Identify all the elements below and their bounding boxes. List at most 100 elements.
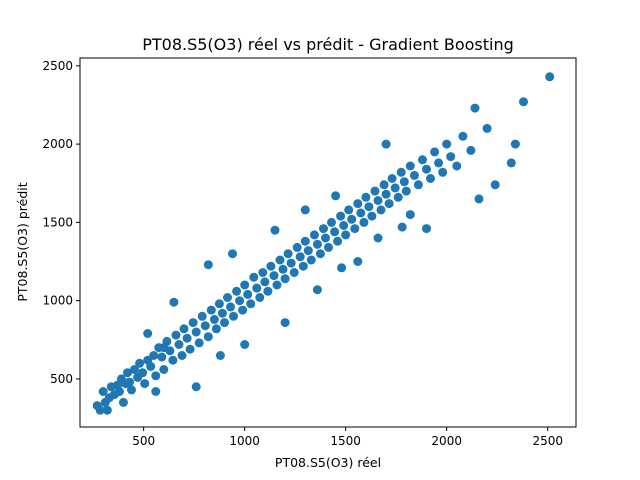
data-point-147 [300,205,310,215]
data-point-84 [324,242,333,252]
data-point-133 [545,72,555,82]
data-point-130 [506,158,516,168]
data-point-111 [401,186,411,196]
data-point-39 [194,338,204,348]
data-point-126 [470,103,480,113]
data-point-19 [138,368,148,378]
data-point-152 [397,222,407,232]
x-tick-label: 500 [132,434,155,448]
data-point-149 [331,191,341,201]
data-point-96 [359,217,369,227]
data-point-61 [258,268,268,277]
data-point-40 [197,311,207,321]
data-point-140 [280,318,290,328]
data-point-70 [283,249,293,259]
data-point-79 [309,230,319,240]
data-point-9 [114,387,124,396]
data-point-121 [442,139,452,149]
data-point-15 [127,385,136,395]
data-point-88 [336,211,346,221]
data-point-62 [260,277,270,287]
data-point-45 [211,324,221,334]
data-point-43 [206,305,216,315]
data-point-143 [191,382,201,392]
data-point-69 [280,274,290,284]
data-point-153 [373,233,383,243]
data-point-36 [185,344,195,354]
x-axis-label: PT08.S5(O3) réel [275,455,381,470]
data-point-91 [344,205,354,215]
x-tick-label: 2000 [431,434,462,448]
data-point-48 [220,318,229,328]
data-point-108 [393,192,403,202]
data-point-132 [519,97,528,107]
data-point-78 [306,255,316,265]
data-point-74 [295,252,305,262]
y-tick-label: 1000 [42,294,73,308]
data-point-135 [169,297,179,307]
data-point-144 [159,343,169,353]
data-point-2 [98,387,108,396]
x-axis-ticks: 500 1000 1500 2000 2500 [132,427,563,448]
data-point-154 [353,257,363,266]
data-point-112 [405,161,415,171]
data-point-124 [458,131,468,141]
data-point-89 [339,221,349,230]
data-point-102 [376,205,386,215]
data-point-82 [319,224,328,234]
data-point-125 [466,145,476,155]
data-point-113 [409,170,419,180]
data-point-44 [209,314,219,324]
data-point-35 [182,333,192,343]
data-point-56 [243,289,253,299]
data-point-81 [315,249,325,259]
data-point-119 [434,158,444,168]
data-point-14 [125,377,134,387]
data-point-11 [118,397,128,407]
data-point-31 [171,330,181,340]
data-point-58 [249,272,259,282]
data-point-68 [278,264,288,274]
data-point-139 [312,285,322,295]
data-point-150 [270,225,280,235]
data-point-145 [143,329,153,338]
data-point-138 [337,263,347,273]
data-point-1 [95,405,105,415]
data-point-46 [214,299,224,309]
data-points [92,72,555,415]
data-point-60 [255,293,265,302]
data-point-53 [235,296,245,306]
data-point-65 [269,271,279,281]
data-point-137 [422,224,431,234]
data-point-75 [298,261,308,271]
data-point-106 [387,174,397,183]
data-point-115 [418,155,427,165]
data-point-34 [179,324,189,334]
data-point-66 [272,280,282,290]
data-point-136 [405,210,415,220]
data-point-95 [356,208,366,218]
data-point-104 [381,189,391,199]
data-point-90 [341,230,351,240]
data-point-73 [292,242,302,252]
data-point-123 [452,161,462,171]
data-point-72 [289,268,299,277]
data-point-86 [330,227,340,237]
data-point-71 [286,258,296,268]
data-point-122 [446,152,456,162]
data-point-33 [177,351,187,360]
data-point-52 [232,286,242,296]
data-point-76 [300,236,310,246]
data-point-97 [361,192,371,202]
chart-title: PT08.S5(O3) réel vs prédit - Gradient Bo… [142,35,514,54]
data-point-18 [135,358,145,368]
data-point-134 [203,260,213,270]
data-point-146 [228,249,237,259]
data-point-57 [246,299,256,309]
data-point-22 [146,361,156,371]
data-point-27 [159,365,169,374]
data-point-94 [353,199,363,209]
data-point-55 [240,280,250,290]
data-point-4 [102,405,112,415]
data-point-148 [381,139,391,149]
